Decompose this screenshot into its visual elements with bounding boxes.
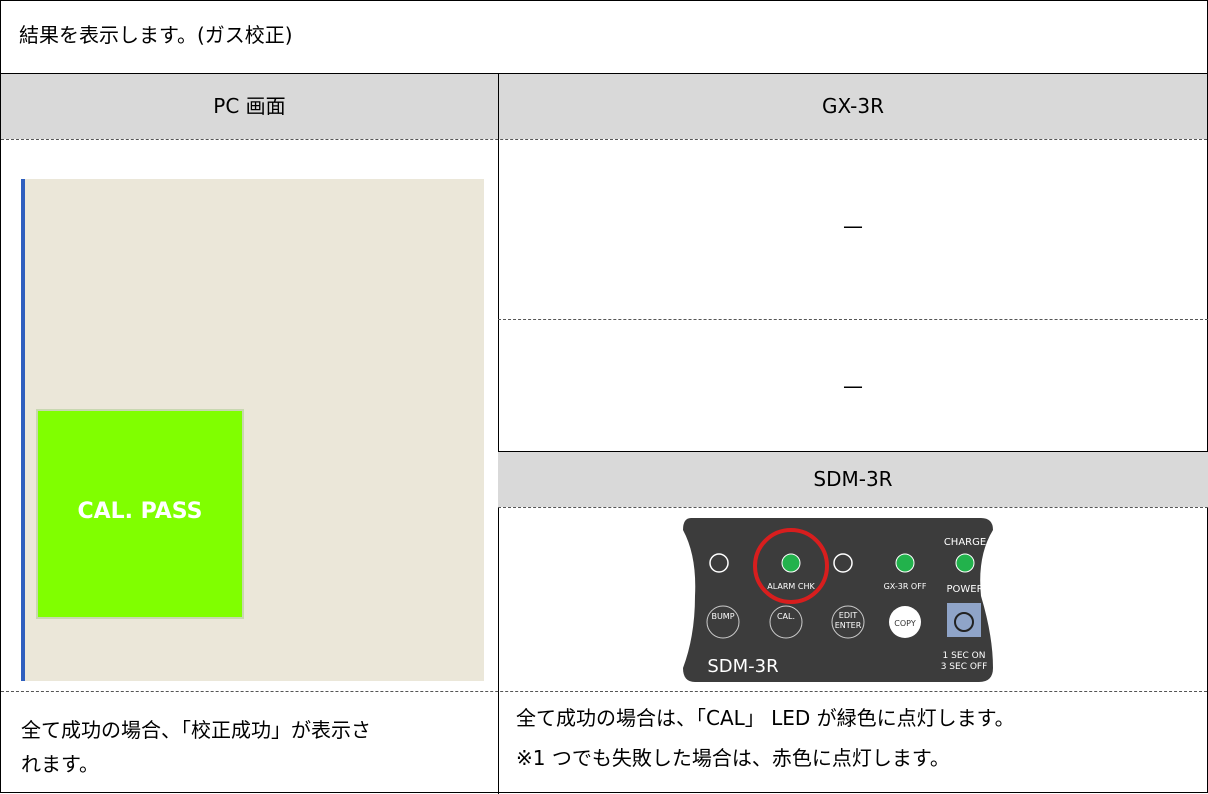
- device-label: COPY: [894, 619, 916, 628]
- device-label: ALARM CHK: [767, 582, 815, 591]
- pc-screenshot: CAL. PASS: [21, 179, 484, 681]
- note: ※1 つでも失敗した場合は、赤色に点灯します。: [516, 746, 950, 770]
- divider: [1, 691, 1207, 692]
- device-label: BUMP: [711, 612, 734, 621]
- divider: [498, 319, 1208, 320]
- status-box: CAL. PASS: [36, 409, 244, 619]
- device-label: ENTER: [835, 621, 862, 630]
- dash-value: —: [843, 214, 863, 238]
- note: れます。: [21, 752, 99, 776]
- sub-header: [498, 451, 1208, 507]
- note: 全て成功の場合は、「CAL」 LED が緑色に点灯します。: [516, 706, 1015, 730]
- column-header: GX-3R: [821, 94, 885, 118]
- device-label: CHARGE: [944, 537, 986, 548]
- device-name: SDM-3R: [707, 656, 778, 677]
- header-row: [1, 73, 1207, 139]
- sub-header-text: SDM-3R: [813, 467, 893, 491]
- dash-value: —: [843, 374, 863, 398]
- device-label: POWER: [946, 584, 983, 595]
- device-label: 1 SEC ON: [943, 651, 986, 661]
- device-label: 3 SEC OFF: [941, 662, 988, 672]
- device-label: GX-3R OFF: [884, 582, 927, 591]
- column-header: PC 画面: [213, 94, 286, 118]
- column-divider: [498, 73, 499, 794]
- note: 全て成功の場合、「校正成功」が表示さ: [21, 718, 371, 742]
- divider: [1, 139, 1207, 140]
- device-label: EDIT: [839, 611, 858, 620]
- device-label: CAL.: [777, 612, 795, 621]
- device: CHARGE ALARM CHK GX-3R OFF POWER BUMP CA…: [683, 518, 993, 682]
- divider: [498, 507, 1208, 508]
- title: 結果を表示します。(ガス校正): [19, 23, 293, 47]
- status-text: CAL. PASS: [77, 499, 203, 524]
